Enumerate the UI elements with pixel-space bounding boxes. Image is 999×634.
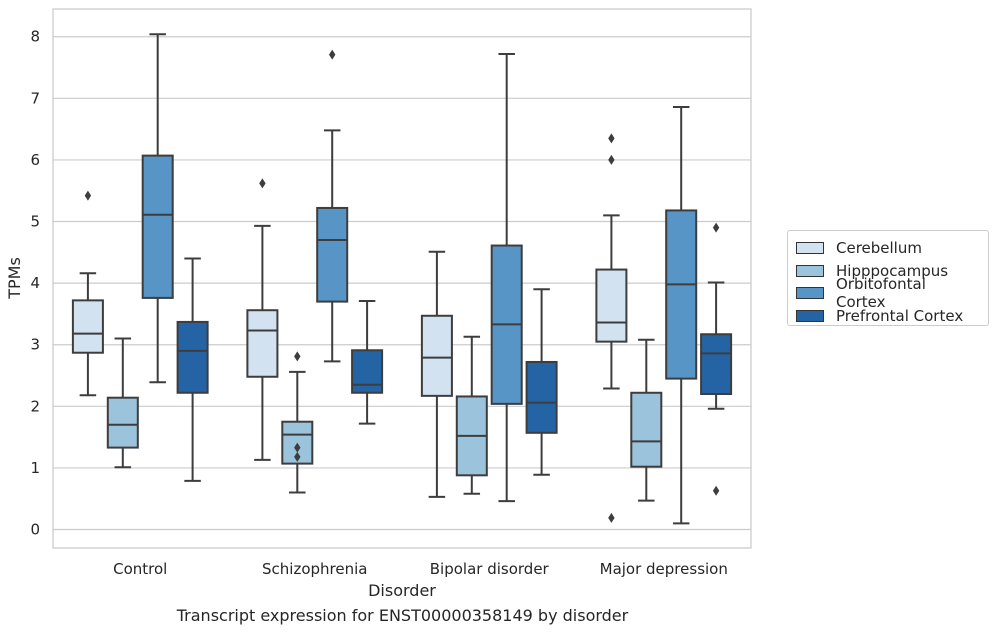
y-tick-label: 0 xyxy=(30,521,40,539)
box-cerebellum-bipolar-disorder xyxy=(420,250,453,498)
box-orbitofontal-cortex-major-depression xyxy=(665,105,698,525)
y-tick-label: 6 xyxy=(30,151,40,169)
y-tick-label: 5 xyxy=(30,213,40,231)
box-iqr xyxy=(71,299,104,354)
box-orbitofontal-cortex-schizophrenia xyxy=(316,49,349,363)
legend-label: Prefrontal Cortex xyxy=(836,306,964,325)
box-prefrontal-cortex-schizophrenia xyxy=(351,299,384,425)
box-iqr xyxy=(595,268,628,343)
x-tick-label: Control xyxy=(113,560,167,578)
box-hipppocampus-major-depression xyxy=(630,338,663,502)
tick-labels: 0 1 2 3 4 5 6 7 8 Control Schizophrenia Bipolar dis… xyxy=(30,28,727,578)
legend-swatch xyxy=(796,309,824,322)
x-axis-label: Disorder xyxy=(368,581,436,600)
outlier-point xyxy=(712,222,720,233)
box-iqr xyxy=(665,209,698,380)
box-iqr xyxy=(525,360,558,434)
outlier-point xyxy=(294,351,301,362)
y-axis-label: TPMs xyxy=(5,257,24,300)
y-tick-label: 8 xyxy=(30,28,40,46)
y-tick-label: 3 xyxy=(30,336,40,354)
box-cerebellum-control xyxy=(71,190,104,397)
box-iqr xyxy=(176,320,209,394)
outlier-point xyxy=(608,154,615,165)
chart-caption: Transcript expression for ENST0000035814… xyxy=(176,606,629,625)
box-iqr xyxy=(351,349,384,394)
box-hipppocampus-schizophrenia xyxy=(281,351,314,494)
legend-label: Cerebellum xyxy=(836,239,922,258)
outlier-point xyxy=(329,49,336,60)
outlier-point xyxy=(608,512,615,523)
box-iqr xyxy=(700,333,733,395)
legend-label: Orbitofontal Cortex xyxy=(835,275,926,312)
box-hipppocampus-control xyxy=(106,337,139,469)
box-iqr xyxy=(630,391,663,468)
legend: Cerebellum Hipppocampus Orbitofontal Corte… xyxy=(787,230,989,326)
y-tick-label: 7 xyxy=(30,89,40,107)
outlier-point xyxy=(259,178,266,189)
legend-item: Cerebellum xyxy=(796,237,980,260)
outlier-point xyxy=(712,485,720,496)
box-iqr xyxy=(316,206,349,303)
x-tick-label: Major depression xyxy=(600,560,728,578)
box-cerebellum-major-depression xyxy=(595,133,628,523)
y-tick-label: 4 xyxy=(30,274,40,292)
legend-swatch xyxy=(796,287,824,300)
box-layer xyxy=(71,33,733,525)
y-tick-label: 2 xyxy=(30,397,40,415)
legend-label: Hipppocampus xyxy=(836,261,949,280)
box-cerebellum-schizophrenia xyxy=(246,178,279,461)
legend-swatch xyxy=(796,242,824,255)
outlier-point xyxy=(294,451,301,462)
outlier-point xyxy=(608,133,615,144)
x-tick-label: Schizophrenia xyxy=(262,560,367,578)
box-iqr xyxy=(106,396,139,449)
box-prefrontal-cortex-major-depression xyxy=(700,222,733,496)
legend-item: Hipppocampus xyxy=(796,260,980,283)
box-iqr xyxy=(246,309,279,378)
outlier-point xyxy=(294,442,301,453)
box-orbitofontal-cortex-control xyxy=(141,33,174,384)
x-tick-label: Bipolar disorder xyxy=(430,560,550,578)
box-prefrontal-cortex-bipolar-disorder xyxy=(525,288,558,476)
y-tick-label: 1 xyxy=(30,459,40,477)
legend-item: Orbitofontal Cortex xyxy=(796,275,980,311)
legend-item: Prefrontal Cortex xyxy=(796,305,980,328)
outlier-point xyxy=(84,190,92,201)
plot-area-frame xyxy=(52,8,752,549)
box-orbitofontal-cortex-bipolar-disorder xyxy=(490,52,523,503)
box-prefrontal-cortex-control xyxy=(176,257,209,482)
legend-swatch xyxy=(796,264,824,277)
box-iqr xyxy=(141,154,174,299)
box-hipppocampus-bipolar-disorder xyxy=(455,335,488,495)
box-iqr xyxy=(420,314,453,397)
